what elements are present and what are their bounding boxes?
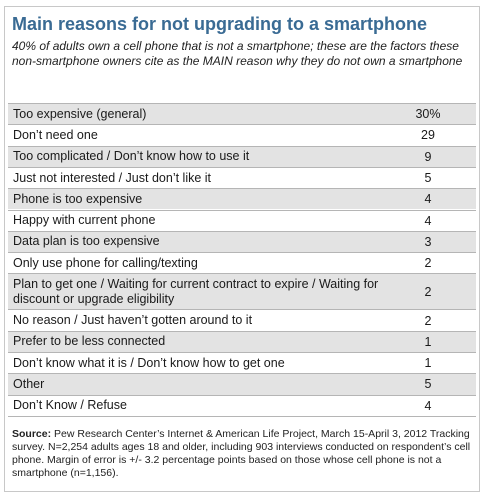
row-label: Don’t know what it is / Don’t know how t… — [13, 355, 285, 370]
row-label: Don’t need one — [13, 127, 98, 142]
table-row: Phone is too expensive 4 — [8, 188, 476, 210]
table-row: Too expensive (general) 30% — [8, 103, 476, 125]
row-label: No reason / Just haven’t gotten around t… — [13, 313, 253, 328]
row-label: Happy with current phone — [13, 213, 156, 228]
row-label: Too expensive (general) — [13, 106, 147, 121]
source-note: Source: Pew Research Center’s Internet &… — [12, 428, 476, 480]
table-row: Just not interested / Just don’t like it… — [8, 166, 476, 188]
table-row: Don’t know what it is / Don’t know how t… — [8, 352, 476, 373]
source-text: Pew Research Center’s Internet & America… — [12, 428, 471, 479]
row-label: Plan to get one / Waiting for current co… — [13, 276, 379, 306]
chart-title: Main reasons for not upgrading to a smar… — [12, 14, 428, 34]
row-value: 4 — [424, 192, 432, 207]
row-value: 1 — [424, 356, 432, 371]
row-value: 3 — [424, 234, 432, 249]
source-label: Source: — [12, 428, 52, 440]
table-row: Other 5 — [8, 373, 476, 395]
table-row: Plan to get one / Waiting for current co… — [8, 273, 476, 310]
chart-figure: Main reasons for not upgrading to a smar… — [4, 6, 480, 492]
row-value: 30% — [415, 107, 441, 122]
row-label: Just not interested / Just don’t like it — [13, 170, 212, 185]
row-value: 2 — [424, 256, 432, 271]
row-value: 5 — [424, 377, 432, 392]
row-label: Don’t Know / Refuse — [13, 398, 127, 413]
table-row: Don’t need one 29 — [8, 124, 476, 145]
row-label: Data plan is too expensive — [13, 234, 160, 249]
row-value: 2 — [424, 284, 432, 299]
table-row: Only use phone for calling/texting 2 — [8, 252, 476, 273]
row-value: 2 — [424, 313, 432, 328]
row-label: Only use phone for calling/texting — [13, 255, 198, 270]
row-value: 29 — [421, 128, 435, 143]
row-value: 1 — [424, 334, 432, 349]
row-label: Phone is too expensive — [13, 191, 143, 206]
table-row: Data plan is too expensive 3 — [8, 230, 476, 253]
row-value: 9 — [424, 149, 432, 164]
table-row: Happy with current phone 4 — [8, 209, 476, 231]
table-bottom-rule — [8, 415, 476, 417]
row-value: 5 — [424, 171, 432, 186]
row-label: Too complicated / Don’t know how to use … — [13, 149, 250, 164]
chart-subtitle: 40% of adults own a cell phone that is n… — [12, 39, 463, 68]
table-row: Prefer to be less connected 1 — [8, 330, 476, 352]
table-row: Too complicated / Don’t know how to use … — [8, 145, 476, 167]
row-value: 4 — [424, 398, 432, 413]
row-label: Prefer to be less connected — [13, 334, 166, 349]
table-row: Don’t Know / Refuse 4 — [8, 394, 476, 416]
table-row: No reason / Just haven’t gotten around t… — [8, 309, 476, 330]
row-value: 4 — [424, 213, 432, 228]
row-label: Other — [13, 376, 45, 391]
